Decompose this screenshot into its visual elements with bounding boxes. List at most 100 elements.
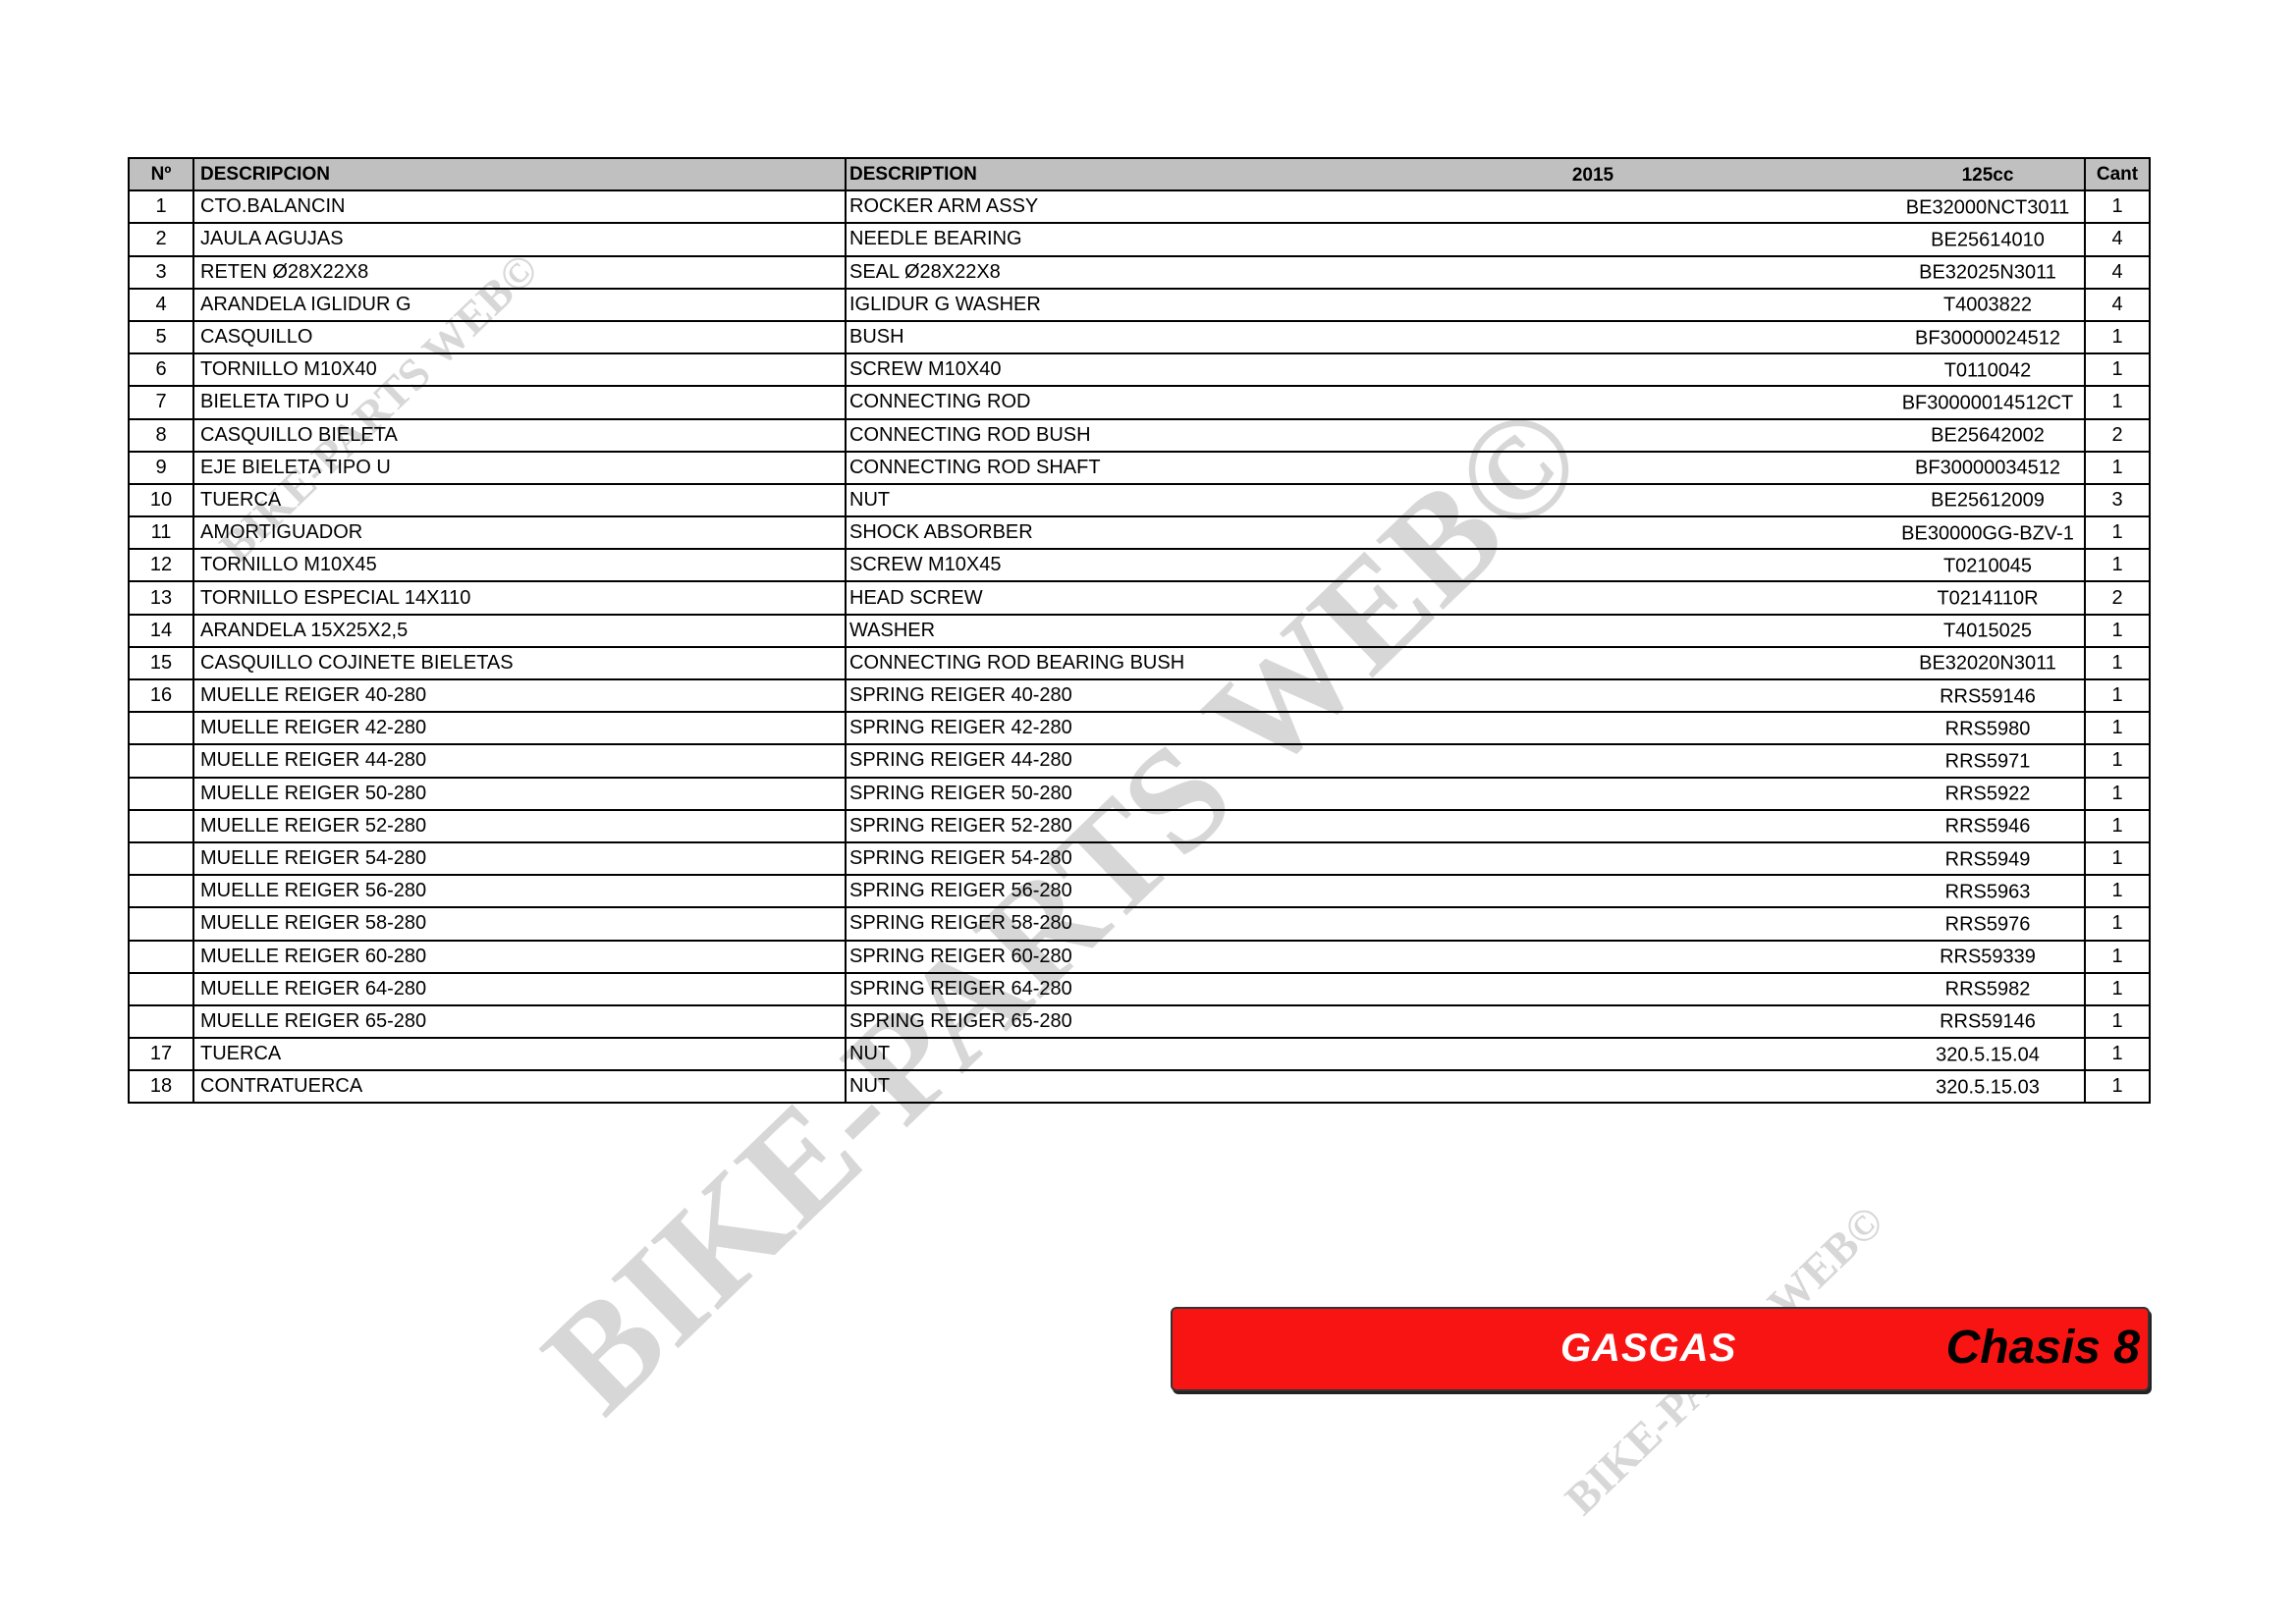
cell-description: SPRING REIGER 58-280 RRS5976 — [845, 906, 2086, 942]
cell-descripcion: CASQUILLO — [192, 319, 847, 355]
cell-qty: 4 — [2084, 254, 2151, 290]
cell-qty: 1 — [2084, 450, 2151, 485]
table-row: MUELLE REIGER 58-280 SPRING REIGER 58-280… — [128, 906, 2151, 942]
part-number: RRS5963 — [1944, 881, 2031, 903]
cell-descripcion: TORNILLO ESPECIAL 14X110 — [192, 580, 847, 616]
part-number: RRS5922 — [1944, 783, 2031, 805]
cell-qty: 3 — [2084, 482, 2151, 518]
cell-qty: 1 — [2084, 1003, 2151, 1040]
description-text: CONNECTING ROD SHAFT — [849, 456, 1101, 478]
cell-no: 8 — [128, 417, 194, 453]
table-row: 17 TUERCA NUT 320.5.15.04 1 — [128, 1037, 2151, 1072]
cell-qty: 1 — [2084, 613, 2151, 648]
table-row: MUELLE REIGER 42-280 SPRING REIGER 42-280… — [128, 711, 2151, 746]
cell-qty: 1 — [2084, 677, 2151, 714]
parts-table: Nº DESCRIPCION DESCRIPTION 2015 125cc Ca… — [128, 156, 2151, 1105]
table-row: 10 TUERCA NUT BE25612009 3 — [128, 482, 2151, 518]
table-row: 13 TORNILLO ESPECIAL 14X110 HEAD SCREW T021… — [128, 580, 2151, 616]
part-number: RRS5946 — [1944, 815, 2031, 838]
cell-qty: 1 — [2084, 189, 2151, 225]
cell-description: SCREW M10X45 T0210045 — [845, 548, 2086, 583]
part-number: BE25612009 — [1931, 490, 2045, 513]
cell-no: 1 — [128, 189, 194, 225]
table-row: 9 EJE BIELETA TIPO U CONNECTING ROD SHAFT B… — [128, 450, 2151, 485]
cell-descripcion: JAULA AGUJAS — [192, 222, 847, 257]
table-row: MUELLE REIGER 65-280 SPRING REIGER 65-280… — [128, 1003, 2151, 1040]
cell-no: 17 — [128, 1037, 194, 1072]
cell-qty: 1 — [2084, 548, 2151, 583]
part-number: T4015025 — [1942, 620, 2033, 642]
cell-descripcion: CASQUILLO BIELETA — [192, 417, 847, 453]
description-text: SHOCK ABSORBER — [849, 521, 1033, 544]
part-number: BE25614010 — [1931, 229, 2045, 251]
cell-no — [128, 971, 194, 1006]
part-number: BE32020N3011 — [1919, 653, 2056, 676]
table-row: 16 MUELLE REIGER 40-280 SPRING REIGER 40-2… — [128, 677, 2151, 714]
header-no: Nº — [128, 156, 194, 192]
description-text: IGLIDUR G WASHER — [849, 293, 1041, 315]
table-row: 15 CASQUILLO COJINETE BIELETAS CONNECTING … — [128, 645, 2151, 681]
cell-no — [128, 906, 194, 942]
cell-qty: 2 — [2084, 580, 2151, 616]
cell-no: 10 — [128, 482, 194, 518]
table-row: 2 JAULA AGUJAS NEEDLE BEARING BE25614010 4 — [128, 222, 2151, 257]
cell-description: NUT BE25612009 — [845, 482, 2086, 518]
cell-no: 15 — [128, 645, 194, 681]
description-text: CONNECTING ROD — [849, 391, 1031, 413]
description-text: SCREW M10X45 — [849, 554, 1002, 576]
part-number: RRS59339 — [1940, 946, 2036, 968]
description-text: SPRING REIGER 54-280 — [849, 847, 1072, 870]
part-number: RRS5982 — [1944, 978, 2031, 1001]
cell-description: SPRING REIGER 65-280 RRS59146 — [845, 1003, 2086, 1040]
part-number: RRS5971 — [1944, 750, 2031, 773]
description-text: WASHER — [849, 619, 936, 641]
cell-qty: 1 — [2084, 1037, 2151, 1072]
cell-descripcion: MUELLE REIGER 60-280 — [192, 939, 847, 974]
table-row: 3 RETEN Ø28X22X8 SEAL Ø28X22X8 BE32025N3011… — [128, 254, 2151, 290]
table-row: 4 ARANDELA IGLIDUR G IGLIDUR G WASHER T4003… — [128, 287, 2151, 322]
description-text: CONNECTING ROD BEARING BUSH — [849, 651, 1185, 674]
cell-description: BUSH BF30000024512 — [845, 319, 2086, 355]
cell-qty: 1 — [2084, 319, 2151, 355]
cell-descripcion: ARANDELA IGLIDUR G — [192, 287, 847, 322]
cell-no: 4 — [128, 287, 194, 322]
part-number: RRS5949 — [1944, 848, 2031, 871]
cell-descripcion: TORNILLO M10X45 — [192, 548, 847, 583]
cell-qty: 1 — [2084, 743, 2151, 779]
cell-no — [128, 808, 194, 843]
part-number: RRS59146 — [1940, 1011, 2036, 1034]
cell-qty: 2 — [2084, 417, 2151, 453]
part-number: T4003822 — [1942, 294, 2033, 316]
description-text: NUT — [849, 1075, 891, 1098]
cell-qty: 1 — [2084, 906, 2151, 942]
table-row: MUELLE REIGER 44-280 SPRING REIGER 44-280… — [128, 743, 2151, 779]
cell-description: HEAD SCREW T0214110R — [845, 580, 2086, 616]
cell-descripcion: MUELLE REIGER 42-280 — [192, 711, 847, 746]
cell-description: SPRING REIGER 60-280 RRS59339 — [845, 939, 2086, 974]
cell-description: SPRING REIGER 54-280 RRS5949 — [845, 840, 2086, 877]
cell-no: 7 — [128, 385, 194, 420]
table-row: 1 CTO.BALANCIN ROCKER ARM ASSY BE32000NCT30… — [128, 189, 2151, 225]
part-number: BE30000GG-BZV-1 — [1901, 522, 2074, 545]
description-text: SPRING REIGER 42-280 — [849, 717, 1072, 739]
description-text: HEAD SCREW — [849, 586, 983, 609]
cell-description: ROCKER ARM ASSY BE32000NCT3011 — [845, 189, 2086, 225]
cell-no: 3 — [128, 254, 194, 290]
cell-description: CONNECTING ROD BF30000014512CT — [845, 385, 2086, 420]
cell-qty: 1 — [2084, 711, 2151, 746]
cell-description: NUT 320.5.15.03 — [845, 1069, 2086, 1105]
table-row: MUELLE REIGER 60-280 SPRING REIGER 60-280… — [128, 939, 2151, 974]
cell-descripcion: CASQUILLO COJINETE BIELETAS — [192, 645, 847, 681]
cell-descripcion: MUELLE REIGER 64-280 — [192, 971, 847, 1006]
header-description: DESCRIPTION 2015 125cc — [845, 156, 2086, 192]
cell-no: 2 — [128, 222, 194, 257]
cell-descripcion: EJE BIELETA TIPO U — [192, 450, 847, 485]
cell-description: SEAL Ø28X22X8 BE32025N3011 — [845, 254, 2086, 290]
cell-description: SPRING REIGER 42-280 RRS5980 — [845, 711, 2086, 746]
cell-descripcion: MUELLE REIGER 54-280 — [192, 840, 847, 877]
table-row: MUELLE REIGER 50-280 SPRING REIGER 50-280… — [128, 776, 2151, 811]
cell-no: 13 — [128, 580, 194, 616]
description-text: NUT — [849, 488, 891, 511]
cell-description: NUT 320.5.15.04 — [845, 1037, 2086, 1072]
part-number: BF30000034512 — [1915, 457, 2060, 479]
